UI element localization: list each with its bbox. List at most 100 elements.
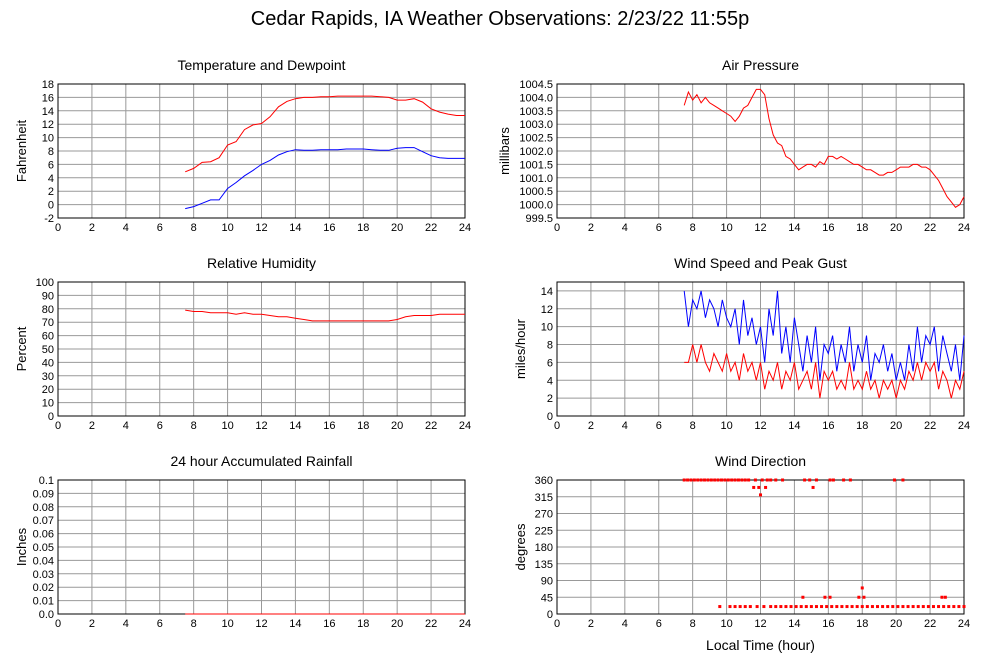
pres-xtick-label: 16: [822, 222, 834, 234]
dir-ytick-label: 315: [535, 492, 553, 504]
dir-ylabel: degrees: [513, 523, 528, 570]
temp-ylabel: Fahrenheit: [14, 120, 29, 183]
dir-point: [820, 605, 824, 609]
rh-xtick-label: 14: [289, 420, 301, 432]
rain-ytick-label: 0.04: [33, 555, 54, 567]
rain-ytick-label: 0.08: [33, 502, 54, 514]
dir-point: [713, 478, 717, 482]
dir-point: [759, 493, 762, 497]
dir-point: [789, 605, 793, 609]
dir-xtick-label: 6: [656, 618, 662, 630]
rh-series-line: [185, 309, 465, 322]
wind-title: Wind Speed and Peak Gust: [674, 255, 847, 271]
temp-xtick-label: 14: [289, 222, 301, 234]
rain-ytick-label: 0.0: [39, 609, 54, 621]
rh-xtick-label: 4: [123, 420, 129, 432]
dir-point: [709, 478, 713, 482]
pres-xtick-label: 14: [788, 222, 800, 234]
dir-point: [719, 478, 723, 482]
rh-ytick-label: 100: [36, 277, 54, 289]
rh-xtick-label: 0: [55, 420, 61, 432]
rain-xtick-label: 16: [323, 618, 335, 630]
wind-ylabel: miles/hour: [513, 318, 528, 379]
rain-ytick-label: 0.03: [33, 569, 54, 581]
dir-point: [892, 478, 896, 482]
rain-xtick-label: 8: [191, 618, 197, 630]
dir-point: [931, 605, 935, 609]
dir-point: [716, 478, 720, 482]
rh-ytick-label: 30: [42, 371, 54, 383]
dir-point: [828, 478, 832, 482]
rh-ytick-label: 50: [42, 344, 54, 356]
dir-point: [748, 605, 752, 609]
pres-ytick-label: 1004.5: [519, 79, 553, 91]
dir-point: [774, 605, 778, 609]
rain-xtick-label: 24: [459, 618, 471, 630]
dir-ytick-label: 225: [535, 525, 553, 537]
dir-point: [703, 478, 707, 482]
dir-point: [835, 605, 839, 609]
temp-series-line: [185, 95, 465, 173]
pres-xtick-label: 18: [856, 222, 868, 234]
dir-point: [943, 595, 947, 599]
pres-ytick-label: 1001.5: [519, 159, 553, 171]
wind-xtick-label: 2: [588, 420, 594, 432]
dir-point: [901, 605, 905, 609]
dir-point: [886, 605, 890, 609]
dir-title: Wind Direction: [715, 453, 806, 469]
temp-xtick-label: 20: [391, 222, 403, 234]
rh-ytick-label: 10: [42, 398, 54, 410]
dir-point: [901, 478, 905, 482]
rain-xtick-label: 12: [255, 618, 267, 630]
dir-point: [957, 605, 961, 609]
pres-xtick-label: 10: [720, 222, 732, 234]
dir-point: [848, 478, 852, 482]
rain-ytick-label: 0.05: [33, 542, 54, 554]
wind-xtick-label: 18: [856, 420, 868, 432]
pres-ytick-label: 1002.5: [519, 133, 553, 145]
dir-point: [740, 478, 744, 482]
dir-point: [769, 478, 773, 482]
temp-ytick-label: 0: [48, 200, 54, 212]
dir-point: [911, 605, 915, 609]
dir-point: [774, 478, 778, 482]
temp-xtick-label: 22: [425, 222, 437, 234]
dir-point: [809, 605, 813, 609]
temp-ytick-label: 10: [42, 133, 54, 145]
dir-point: [850, 605, 854, 609]
dir-point: [865, 605, 869, 609]
figure-title: Cedar Rapids, IA Weather Observations: 2…: [250, 8, 750, 30]
rh-ytick-label: 40: [42, 357, 54, 369]
rh-title: Relative Humidity: [207, 255, 316, 271]
dir-point: [870, 605, 874, 609]
rain-ytick-label: 0.07: [33, 515, 54, 527]
wind-ytick-label: 2: [547, 393, 553, 405]
temp-ytick-label: 14: [42, 106, 54, 118]
dir-point: [823, 595, 827, 599]
rh-ytick-label: 60: [42, 331, 54, 343]
dir-point: [803, 478, 807, 482]
dir-point: [753, 478, 757, 482]
pres-xtick-label: 20: [890, 222, 902, 234]
rain-ytick-label: 0.06: [33, 529, 54, 541]
dir-point: [760, 478, 764, 482]
pres-frame: [556, 83, 965, 219]
dir-ytick-label: 90: [541, 576, 553, 588]
dir-point: [906, 605, 910, 609]
dir-point: [814, 605, 818, 609]
x-axis-label: Local Time (hour): [706, 637, 815, 653]
dir-xtick-label: 18: [856, 618, 868, 630]
dir-point: [828, 595, 832, 599]
dir-point: [692, 478, 696, 482]
temp-ytick-label: 6: [48, 159, 54, 171]
rh-xtick-label: 16: [323, 420, 335, 432]
dir-point: [962, 605, 966, 609]
dir-point: [755, 605, 759, 609]
dir-point: [801, 595, 805, 599]
dir-point: [765, 478, 769, 482]
rh-xtick-label: 24: [459, 420, 471, 432]
pres-title: Air Pressure: [722, 57, 799, 73]
rain-ytick-label: 0.01: [33, 596, 54, 608]
dir-xtick-label: 0: [554, 618, 560, 630]
